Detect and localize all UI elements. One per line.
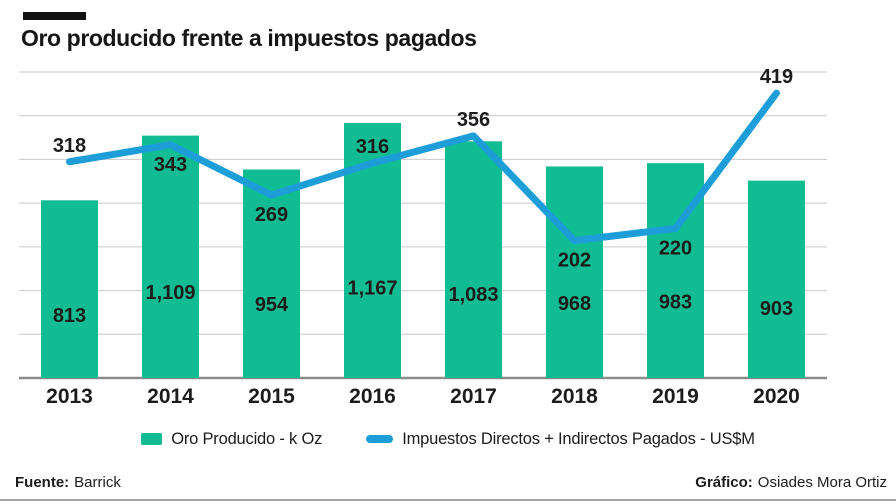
svg-text:1,167: 1,167 (347, 277, 397, 299)
legend-label-bars: Oro Producido - k Oz (171, 429, 323, 448)
graphic-credit: Gráfico: Osiades Mora Ortiz (695, 474, 887, 491)
page-title: Oro producido frente a impuestos pagados (21, 25, 477, 51)
kicker-bar (23, 12, 86, 20)
source-label: Fuente: (15, 474, 70, 491)
svg-text:968: 968 (558, 293, 591, 315)
svg-text:2019: 2019 (652, 385, 699, 408)
credit-label: Gráfico: (695, 474, 753, 491)
svg-text:1,083: 1,083 (448, 284, 498, 306)
legend-item-line: Impuestos Directos + Indirectos Pagados … (366, 430, 755, 449)
svg-text:318: 318 (53, 135, 86, 157)
svg-text:1,109: 1,109 (145, 282, 195, 304)
source-value: Barrick (74, 474, 121, 491)
credit-value: Osiades Mora Ortiz (757, 474, 887, 491)
svg-text:220: 220 (659, 237, 692, 259)
source-credit: Fuente: Barrick (15, 474, 121, 491)
bottom-rule (0, 499, 896, 501)
svg-text:316: 316 (356, 136, 389, 158)
svg-text:2013: 2013 (46, 385, 93, 408)
bar-series-swatch (141, 433, 163, 445)
svg-text:356: 356 (457, 109, 490, 131)
line-series-swatch (366, 435, 394, 443)
svg-text:954: 954 (255, 294, 289, 316)
svg-text:2016: 2016 (349, 385, 396, 408)
svg-text:813: 813 (53, 305, 86, 327)
svg-text:269: 269 (255, 204, 288, 226)
svg-text:2018: 2018 (551, 385, 598, 408)
svg-text:2017: 2017 (450, 385, 497, 408)
chart-legend: Oro Producido - k Oz Impuestos Directos … (0, 428, 896, 450)
svg-text:903: 903 (760, 298, 793, 320)
svg-text:343: 343 (154, 154, 187, 176)
legend-label-line: Impuestos Directos + Indirectos Pagados … (402, 429, 755, 448)
svg-text:419: 419 (760, 66, 793, 88)
svg-text:983: 983 (659, 292, 692, 314)
svg-text:2015: 2015 (248, 385, 295, 408)
svg-text:2014: 2014 (147, 385, 194, 408)
svg-text:202: 202 (558, 250, 591, 272)
legend-item-bars: Oro Producido - k Oz (141, 430, 322, 449)
svg-text:2020: 2020 (753, 385, 800, 408)
